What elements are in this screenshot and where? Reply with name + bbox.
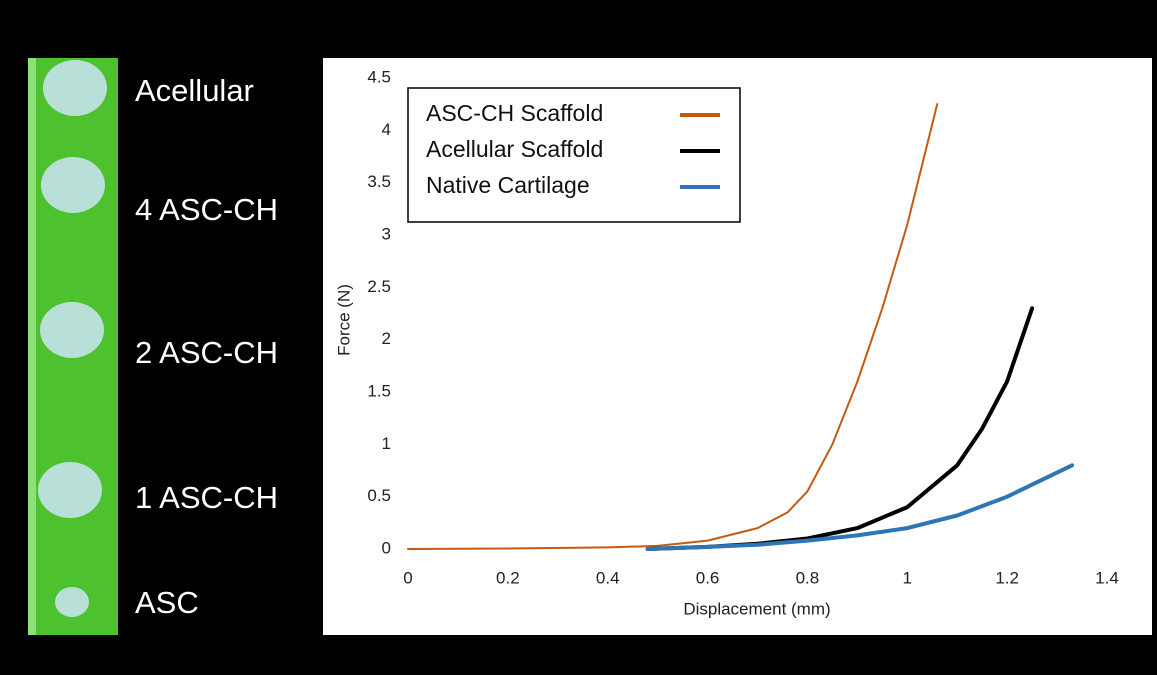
y-tick-label: 2 [382,329,391,348]
sample-disc [40,302,104,358]
x-tick-label: 0.2 [496,568,520,587]
x-tick-label: 1.4 [1095,568,1119,587]
sample-label: ASC [135,585,199,620]
y-axis-label: Force (N) [334,284,353,356]
y-tick-label: 2.5 [367,277,391,296]
legend-label: ASC-CH Scaffold [426,100,603,126]
y-tick-label: 1 [382,434,391,453]
x-tick-label: 1.2 [995,568,1019,587]
x-tick-label: 0.4 [596,568,620,587]
sample-disc [41,157,105,213]
x-axis-label: Displacement (mm) [683,599,830,618]
sample-label: 4 ASC-CH [135,192,278,227]
legend-label: Acellular Scaffold [426,136,603,162]
legend-label: Native Cartilage [426,172,590,198]
sample-disc [38,462,102,518]
y-tick-label: 4.5 [367,67,391,86]
x-tick-label: 0 [403,568,412,587]
data-line [645,463,1075,551]
x-tick-label: 1 [903,568,912,587]
y-tick-label: 3 [382,224,391,243]
y-tick-label: 3.5 [367,172,391,191]
sample-disc [43,60,107,116]
sample-label: 2 ASC-CH [135,335,278,370]
x-tick-label: 0.8 [796,568,820,587]
y-tick-label: 0.5 [367,486,391,505]
sample-label: 1 ASC-CH [135,480,278,515]
y-tick-label: 0 [382,538,391,557]
y-tick-label: 1.5 [367,381,391,400]
y-tick-label: 4 [382,120,391,139]
x-tick-label: 0.6 [696,568,720,587]
data-line [407,103,939,550]
strip-edge [28,58,36,635]
sample-label: Acellular [135,73,254,108]
legend-box [407,87,741,223]
sample-disc [55,587,89,617]
